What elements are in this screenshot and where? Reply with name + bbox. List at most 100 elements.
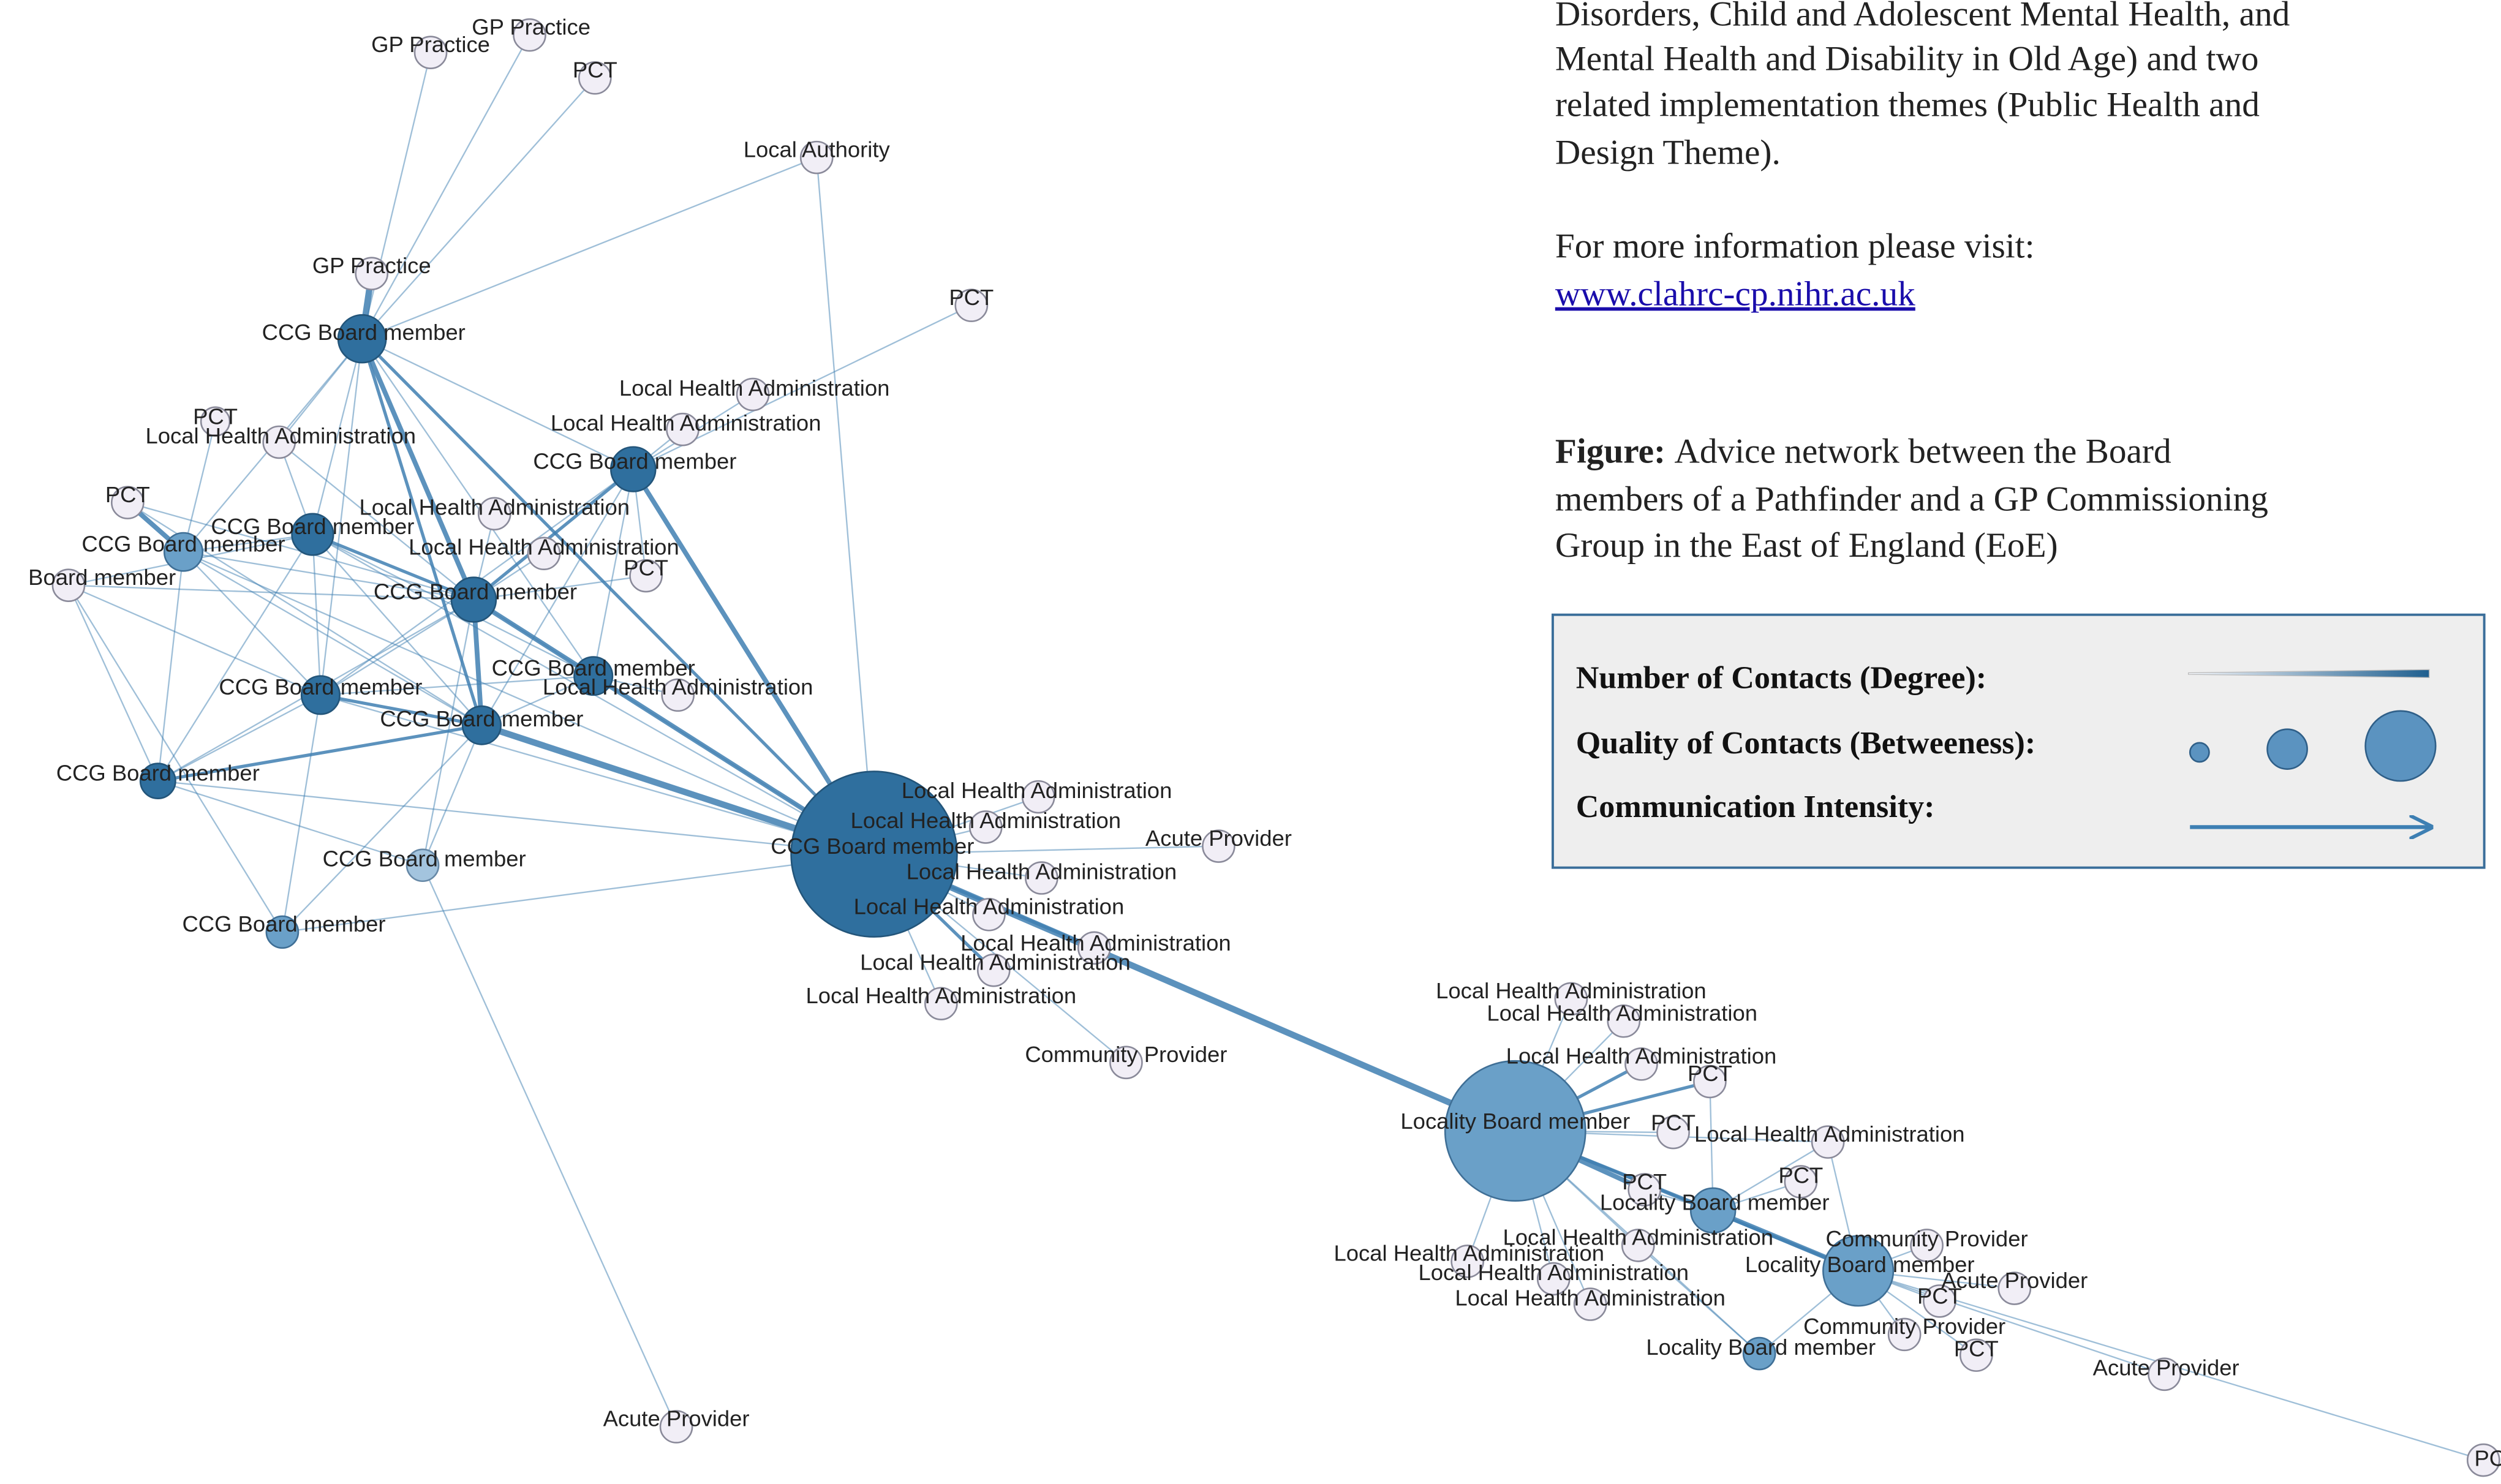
legend-circle-medium — [2266, 728, 2308, 770]
edge — [157, 552, 184, 782]
edge — [320, 599, 474, 696]
node-label: Locality Board member — [1400, 1109, 1630, 1134]
node-label: Board member — [28, 565, 176, 590]
node-label: PCT — [1651, 1110, 1696, 1136]
node-label: CCG Board member — [771, 834, 974, 859]
edge — [312, 338, 363, 535]
node — [1628, 1173, 1662, 1207]
node — [1202, 829, 1235, 863]
node-label: CCG Board member — [81, 531, 285, 556]
node — [954, 288, 989, 322]
node-label: Acute Provider — [1145, 826, 1292, 851]
node — [1959, 1338, 1993, 1372]
edge — [1858, 1270, 2165, 1375]
edge — [183, 533, 313, 553]
edge — [592, 469, 634, 676]
node — [527, 537, 561, 571]
node-label: PCT — [1688, 1061, 1732, 1086]
node — [265, 915, 300, 949]
node-label: Local Health Administration — [1333, 1241, 1604, 1266]
node-label: Local Health Administration — [907, 859, 1177, 884]
edge — [157, 780, 423, 866]
node-label: CCG Board member — [492, 655, 695, 680]
edge — [473, 574, 646, 601]
node-label: CCG Board member — [219, 674, 422, 699]
node-label: PCT — [1954, 1336, 1999, 1361]
caption-line: Group in the East of England (EoE) — [1555, 526, 2058, 565]
node-label: Local Health Administration — [960, 930, 1231, 955]
node — [799, 140, 834, 175]
edge — [361, 52, 432, 339]
figure-label: Figure: — [1555, 432, 1665, 471]
node — [1822, 1235, 1895, 1307]
edge — [320, 694, 875, 855]
caption-line: members of a Pathfinder and a GP Commiss… — [1555, 480, 2268, 519]
legend-label: Quality of Contacts (Betweeness): — [1576, 726, 2036, 761]
node-label: Local Health Administration — [1436, 978, 1707, 1003]
node — [972, 898, 1006, 932]
node — [1450, 1245, 1484, 1278]
edge — [361, 337, 875, 856]
node — [1025, 861, 1058, 895]
node-label: Local Health Administration — [146, 423, 417, 448]
node-label: CCG Board member — [323, 846, 526, 872]
edge — [157, 723, 482, 783]
node-label: Local Health Administration — [359, 495, 630, 520]
edge — [67, 585, 159, 782]
node-label: Locality Board member — [1646, 1335, 1876, 1360]
node — [1573, 1287, 1607, 1321]
node-label: Local Health Administration — [1506, 1044, 1777, 1069]
legend-circle-small — [2189, 742, 2210, 763]
edge — [472, 468, 635, 601]
node-label: PCT — [193, 404, 238, 429]
edge — [67, 585, 283, 933]
intro-line: Design Theme). — [1555, 134, 1781, 172]
node — [1536, 1262, 1571, 1296]
node — [406, 848, 440, 883]
edge — [320, 693, 482, 727]
node-label: CCG Board member — [182, 911, 385, 936]
text-panel: Disorders, Child and Adolescent Mental H… — [1555, 0, 2290, 565]
node-label: Local Health Administration — [543, 674, 813, 699]
edge — [361, 157, 817, 340]
node-label: Acute Provider — [2093, 1355, 2239, 1380]
edge — [157, 780, 875, 855]
node — [666, 412, 700, 446]
node-label: Community Provider — [1826, 1226, 2028, 1251]
node — [1021, 780, 1055, 814]
node — [51, 568, 86, 602]
link[interactable]: www.clahrc-cp.nihr.ac.uk — [1555, 275, 1915, 314]
node-label: CCG Board member — [374, 579, 577, 604]
legend-label: Number of Contacts (Degree): — [1576, 660, 1986, 695]
node — [1607, 1004, 1641, 1038]
node-label: PCT — [573, 58, 617, 83]
node-label: GP Practice — [371, 32, 490, 57]
node — [461, 705, 502, 745]
node — [736, 377, 770, 412]
node-label: Local Health Administration — [902, 778, 1172, 803]
node-label: Local Health Administration — [854, 894, 1125, 919]
node — [976, 953, 1011, 987]
node — [300, 675, 341, 715]
node-label: Local Health Administration — [1418, 1260, 1689, 1285]
node-label: Local Health Administration — [619, 375, 890, 401]
node — [629, 559, 663, 593]
edge — [157, 694, 321, 782]
node — [2148, 1357, 2181, 1392]
node — [610, 446, 657, 492]
node-label: Local Health Administration — [806, 983, 1077, 1008]
edge — [312, 533, 483, 726]
edge — [183, 551, 322, 696]
edge — [312, 534, 322, 695]
edge — [282, 725, 483, 933]
intro-line: Disorders, Child and Adolescent Mental H… — [1555, 0, 2290, 34]
node-label: Local Health Administration — [1694, 1121, 1965, 1147]
node-label: PCT — [105, 482, 150, 507]
edge — [282, 853, 875, 933]
intro-line: Mental Health and Disability in Old Age)… — [1555, 39, 2259, 78]
legend: Number of Contacts (Degree): Quality of … — [1551, 613, 2486, 869]
node-label: PCT — [1917, 1284, 1962, 1309]
node — [139, 763, 176, 799]
